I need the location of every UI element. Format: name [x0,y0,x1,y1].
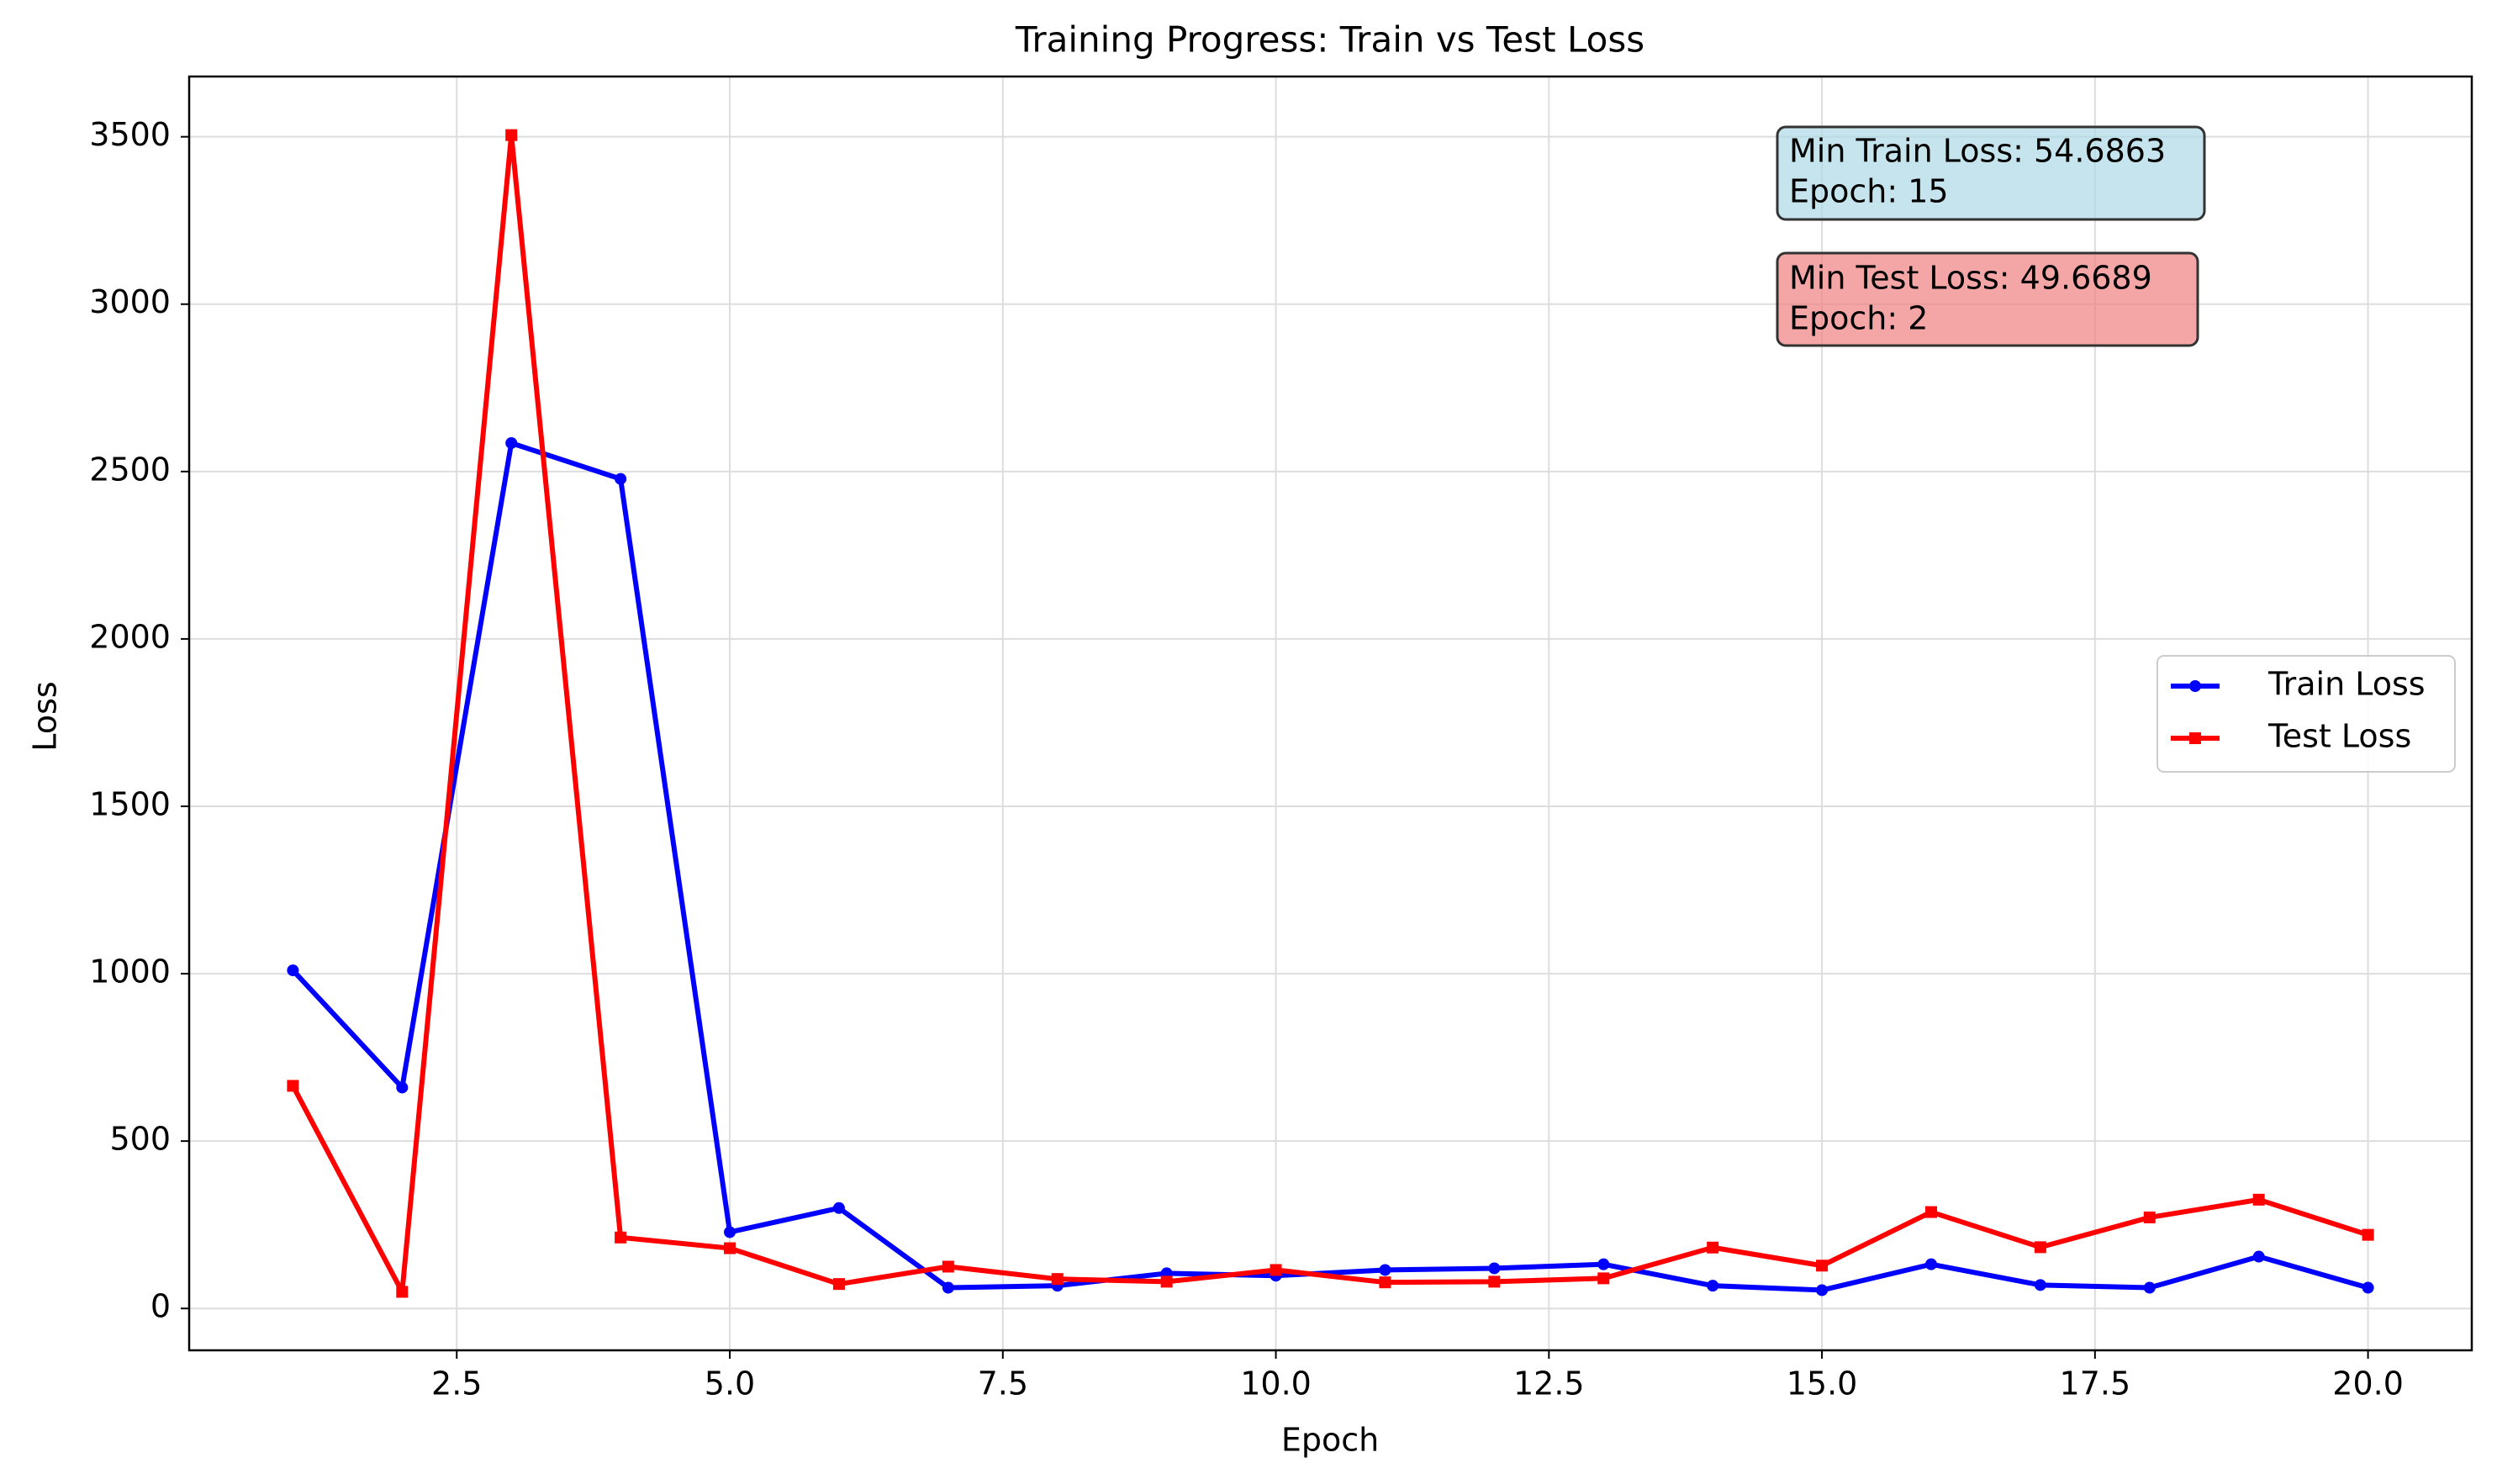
legend-train-marker [2189,680,2201,692]
y-tick-label: 3500 [89,116,171,153]
test-loss-point [724,1242,736,1254]
y-tick-label: 2000 [89,618,171,655]
test-loss-point [2362,1228,2374,1241]
x-tick-label: 15.0 [1787,1365,1858,1402]
test-loss-line [290,132,2371,1295]
annotation-text: Min Train Loss: 54.6863 [1789,133,2166,170]
y-tick-label: 500 [109,1121,171,1158]
test-loss-point [1051,1273,1064,1286]
annotation-text: Epoch: 2 [1789,300,1928,337]
x-tick-label: 17.5 [2060,1365,2131,1402]
min-test-loss-annotation: Min Test Loss: 49.6689 Epoch: 2 [1776,251,2199,347]
test-loss-point [2034,1241,2046,1254]
test-loss-point [1270,1264,1282,1276]
train-loss-point [724,1226,736,1238]
plot-frame [187,75,2473,1352]
train-loss-point [1597,1258,1610,1270]
test-loss-point [1707,1241,1719,1254]
test-loss-point [1488,1275,1501,1288]
train-loss-point [2143,1281,2156,1294]
legend-test-marker [2189,732,2201,744]
train-loss-point [615,473,627,485]
test-loss-point [1379,1276,1391,1289]
train-loss-point [942,1281,954,1294]
train-loss-point [396,1081,409,1094]
test-loss-point [1816,1260,1829,1272]
train-loss-point [2252,1250,2265,1263]
train-loss-point [1488,1262,1501,1275]
train-loss-line [290,440,2371,1293]
test-loss-point [2143,1211,2156,1223]
test-loss-point [1160,1275,1173,1288]
train-loss-point [832,1201,845,1214]
axes-layer: 2.5 5.0 7.5 10.0 12.5 15.0 17.5 20.0 0 500 1000 150… [89,75,2473,1402]
train-loss-point [2362,1281,2374,1294]
test-loss-point [1597,1272,1610,1285]
train-loss-point [1924,1258,1937,1270]
annotation-box [1776,125,2206,221]
legend: Train Loss Test Loss [2156,655,2456,773]
test-loss-point [942,1260,954,1273]
min-train-loss-annotation: Min Train Loss: 54.6863 Epoch: 15 [1776,125,2206,221]
annotation-box [1776,251,2199,347]
annotation-text: Min Test Loss: 49.6689 [1789,260,2152,297]
x-tick-label: 10.0 [1240,1365,1312,1402]
test-loss-point [287,1080,299,1092]
x-tick-label: 20.0 [2332,1365,2404,1402]
x-tick-label: 7.5 [978,1365,1028,1402]
x-axis-label: Epoch [1281,1422,1379,1459]
train-loss-point [1816,1284,1829,1297]
x-tick-label: 5.0 [705,1365,755,1402]
y-tick-label: 2500 [89,451,171,488]
y-tick-label: 1000 [89,953,171,990]
train-loss-point [1379,1264,1391,1276]
legend-test-label: Test Loss [2267,718,2411,755]
train-loss-point [287,964,299,977]
y-tick-label: 3000 [89,283,171,320]
x-tick-label: 12.5 [1513,1365,1585,1402]
y-tick-label: 0 [150,1288,171,1325]
y-tick-label: 1500 [89,785,171,822]
test-loss-point [396,1286,409,1298]
annotation-text: Epoch: 15 [1789,173,1949,210]
test-loss-point [1924,1206,1937,1218]
train-loss-point [1707,1280,1719,1292]
test-loss-point [2252,1193,2265,1206]
test-loss-point [832,1278,845,1291]
train-loss-point [505,436,518,449]
chart-title: Training Progress: Train vs Test Loss [1015,19,1644,61]
y-axis-label: Loss [27,681,64,751]
test-loss-point [615,1231,627,1244]
legend-box [2156,655,2456,773]
x-tick-label: 2.5 [431,1365,482,1402]
train-loss-point [2034,1279,2046,1291]
test-loss-point [505,129,518,141]
series-layer [287,129,2374,1298]
legend-train-label: Train Loss [2267,666,2426,703]
